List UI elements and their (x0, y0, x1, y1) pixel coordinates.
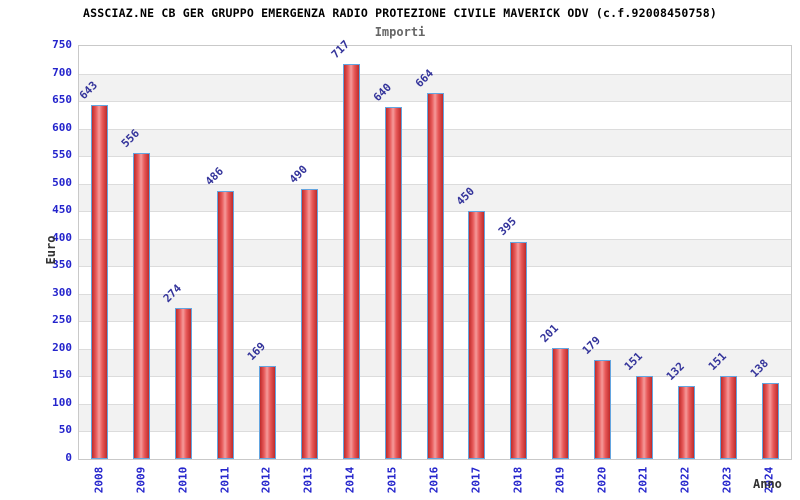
x-tick-label: 2015 (385, 466, 399, 494)
y-tick-label: 150 (52, 368, 72, 382)
bar-2022 (677, 386, 695, 459)
bar-2016 (426, 93, 444, 459)
bar-2021 (635, 375, 653, 459)
y-tick-label: 300 (52, 285, 72, 299)
y-axis-title: Euro (44, 235, 58, 265)
x-tick-label: 2022 (678, 466, 692, 494)
y-tick-label: 450 (52, 203, 72, 217)
y-tick-label: 200 (52, 340, 72, 354)
x-tick-label: 2011 (218, 466, 232, 494)
x-tick-label: 2023 (720, 466, 734, 494)
x-tick-label: 2010 (176, 466, 190, 494)
x-tick-label: 2008 (92, 466, 106, 494)
y-tick-label: 400 (52, 230, 72, 244)
y-tick-label: 500 (52, 175, 72, 189)
bar-2017 (468, 211, 486, 459)
y-tick-label: 0 (65, 451, 72, 464)
x-tick-label: 2009 (134, 466, 148, 494)
bar-2008 (91, 104, 109, 459)
x-axis-title: Anno (753, 477, 782, 491)
x-tick-label: 2012 (259, 466, 273, 494)
y-tick-label: 550 (52, 148, 72, 162)
x-tick-label: 2020 (595, 466, 609, 494)
x-tick-label: 2017 (469, 466, 483, 494)
y-tick-label: 600 (52, 120, 72, 134)
x-tick-label: 2019 (553, 466, 567, 494)
bar-2015 (384, 106, 402, 459)
bar-2010 (175, 308, 193, 459)
y-tick-label: 100 (52, 395, 72, 409)
x-tick-label: 2016 (427, 466, 441, 494)
bar-2013 (300, 189, 318, 459)
bar-2009 (133, 152, 151, 459)
y-tick-label: 50 (58, 423, 72, 437)
bar-2020 (594, 360, 612, 459)
chart-subtitle: Importi (374, 25, 426, 39)
bar-2014 (342, 64, 360, 459)
grid-band (79, 46, 791, 74)
x-tick-label: 2018 (511, 466, 525, 494)
bar-2012 (258, 365, 276, 459)
x-tick-label: 2021 (636, 466, 650, 494)
y-tick-label: 700 (52, 65, 72, 79)
bar-2011 (217, 191, 235, 459)
y-tick-label: 650 (52, 93, 72, 107)
x-tick-label: 2014 (343, 466, 357, 494)
y-tick-label: 350 (52, 258, 72, 272)
y-tick-label: 250 (52, 313, 72, 327)
bar-2024 (761, 383, 779, 459)
bar-2019 (552, 348, 570, 459)
y-tick-label: 750 (52, 38, 72, 51)
bar-2018 (510, 241, 528, 459)
chart-title: ASSCIAZ.NE CB GER GRUPPO EMERGENZA RADIO… (83, 6, 717, 20)
plot-area: 643 556 274 486 169 490 717 640 664 450 395 201 179 1… (77, 38, 792, 460)
x-tick-label: 2013 (301, 466, 315, 494)
bar-2023 (719, 375, 737, 459)
